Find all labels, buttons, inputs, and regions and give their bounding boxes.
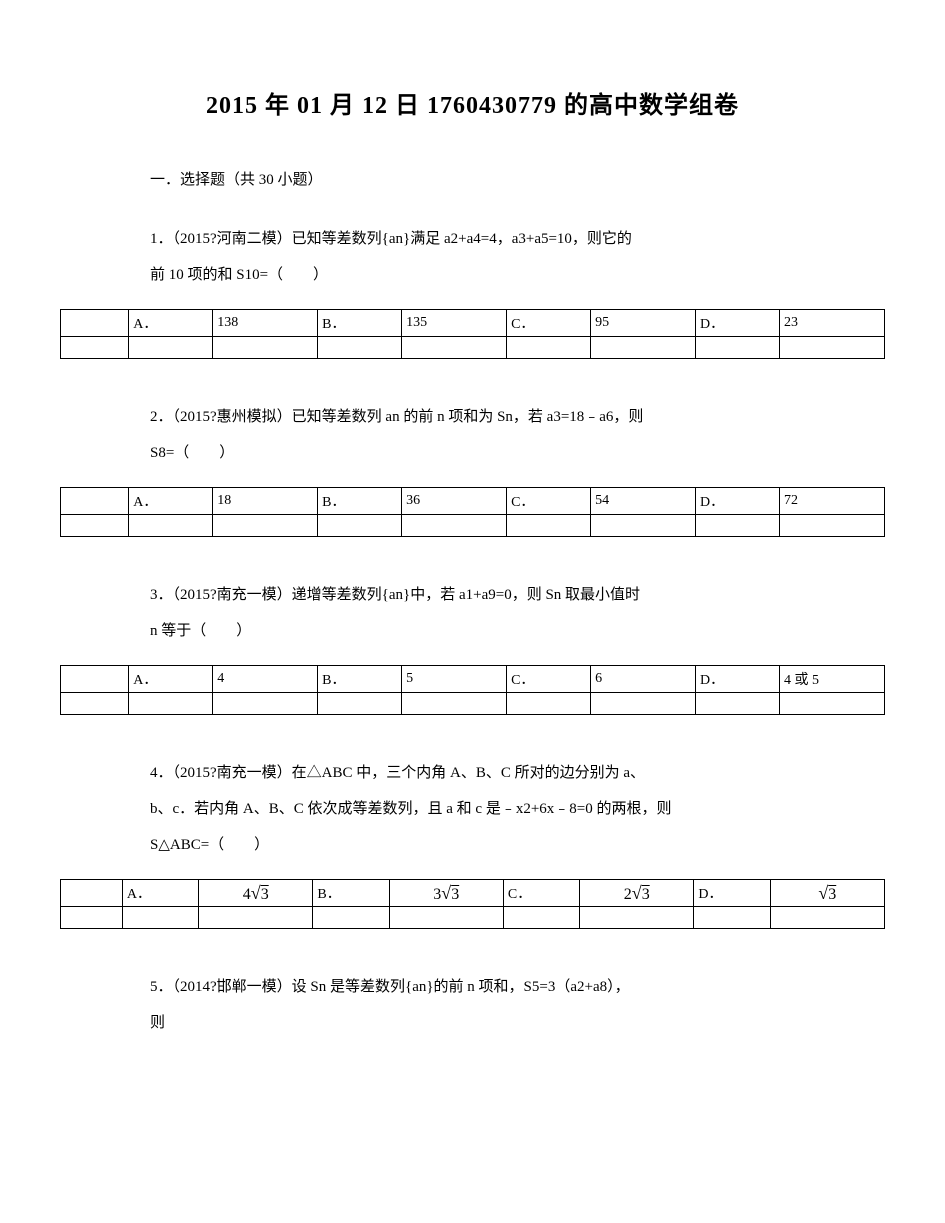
option-label-c: C．: [507, 666, 591, 693]
question-1-line2: 前 10 项的和 S10=（ ）: [150, 267, 328, 283]
question-5-line1: 5．（2014?邯郸一模）设 Sn 是等差数列{an}的前 n 项和，S5=3（…: [150, 979, 630, 995]
math-rad-a: 3: [261, 886, 269, 903]
option-label-b: B．: [318, 310, 402, 337]
question-1-line1: 1．（2015?河南二模）已知等差数列{an}满足 a2+a4=4，a3+a5=…: [150, 231, 632, 247]
option-label-b: B．: [318, 488, 402, 515]
option-value-c: 95: [591, 310, 696, 337]
section-header: 一．选择题（共 30 小题）: [60, 168, 885, 189]
table-row: [61, 337, 885, 359]
option-label-d: D．: [696, 488, 780, 515]
question-5: 5．（2014?邯郸一模）设 Sn 是等差数列{an}的前 n 项和，S5=3（…: [60, 969, 885, 1041]
table-row: A． 4√3 B． 3√3 C． 2√3 D． √3: [61, 880, 885, 907]
question-2-line1: 2．（2015?惠州模拟）已知等差数列 an 的前 n 项和为 Sn，若 a3=…: [150, 409, 643, 425]
table-row: A． 138 B． 135 C． 95 D． 23: [61, 310, 885, 337]
option-value-c: 2√3: [580, 880, 694, 907]
question-2-options-table: A． 18 B． 36 C． 54 D． 72: [60, 487, 885, 537]
option-label-c: C．: [507, 488, 591, 515]
math-coef-c: 2: [624, 886, 632, 903]
option-label-c: C．: [507, 310, 591, 337]
option-value-a: 4: [213, 666, 318, 693]
question-3-line2: n 等于（ ）: [150, 623, 251, 639]
page-title: 2015 年 01 月 12 日 1760430779 的高中数学组卷: [60, 85, 885, 120]
option-value-d: 23: [780, 310, 885, 337]
math-rad-c: 3: [642, 886, 650, 903]
math-rad-b: 3: [451, 886, 459, 903]
question-3-line1: 3．（2015?南充一模）递增等差数列{an}中，若 a1+a9=0，则 Sn …: [150, 587, 640, 603]
option-value-d: 4 或 5: [780, 666, 885, 693]
question-3-options-table: A． 4 B． 5 C． 6 D． 4 或 5: [60, 665, 885, 715]
question-1-options-table: A． 138 B． 135 C． 95 D． 23: [60, 309, 885, 359]
table-row: [61, 907, 885, 929]
option-label-a: A．: [122, 880, 198, 907]
option-value-d: 72: [780, 488, 885, 515]
option-value-d: √3: [770, 880, 884, 907]
option-value-b: 5: [402, 666, 507, 693]
question-1: 1．（2015?河南二模）已知等差数列{an}满足 a2+a4=4，a3+a5=…: [60, 221, 885, 359]
table-row: A． 4 B． 5 C． 6 D． 4 或 5: [61, 666, 885, 693]
question-4-line3: S△ABC=（ ）: [150, 837, 269, 853]
option-label-d: D．: [696, 310, 780, 337]
question-2: 2．（2015?惠州模拟）已知等差数列 an 的前 n 项和为 Sn，若 a3=…: [60, 399, 885, 537]
question-2-line2: S8=（ ）: [150, 445, 234, 461]
option-label-c: C．: [503, 880, 579, 907]
math-rad-d: 3: [828, 886, 836, 903]
option-label-d: D．: [696, 666, 780, 693]
option-label-a: A．: [129, 310, 213, 337]
question-4: 4．（2015?南充一模）在△ABC 中，三个内角 A、B、C 所对的边分别为 …: [60, 755, 885, 929]
option-label-b: B．: [318, 666, 402, 693]
option-value-b: 36: [402, 488, 507, 515]
option-value-b: 135: [402, 310, 507, 337]
option-value-a: 138: [213, 310, 318, 337]
question-3: 3．（2015?南充一模）递增等差数列{an}中，若 a1+a9=0，则 Sn …: [60, 577, 885, 715]
option-label-b: B．: [313, 880, 389, 907]
question-5-line2: 则: [150, 1015, 165, 1031]
table-row: A． 18 B． 36 C． 54 D． 72: [61, 488, 885, 515]
option-value-a: 18: [213, 488, 318, 515]
math-coef-a: 4: [243, 886, 251, 903]
option-label-a: A．: [129, 666, 213, 693]
option-label-d: D．: [694, 880, 770, 907]
question-4-options-table: A． 4√3 B． 3√3 C． 2√3 D． √3: [60, 879, 885, 929]
option-value-c: 54: [591, 488, 696, 515]
option-value-c: 6: [591, 666, 696, 693]
question-4-line2: b、c．若内角 A、B、C 依次成等差数列，且 a 和 c 是﹣x2+6x﹣8=…: [150, 801, 672, 817]
option-label-a: A．: [129, 488, 213, 515]
option-value-a: 4√3: [199, 880, 313, 907]
question-4-line1: 4．（2015?南充一模）在△ABC 中，三个内角 A、B、C 所对的边分别为 …: [150, 765, 645, 781]
option-value-b: 3√3: [389, 880, 503, 907]
table-row: [61, 515, 885, 537]
table-row: [61, 693, 885, 715]
